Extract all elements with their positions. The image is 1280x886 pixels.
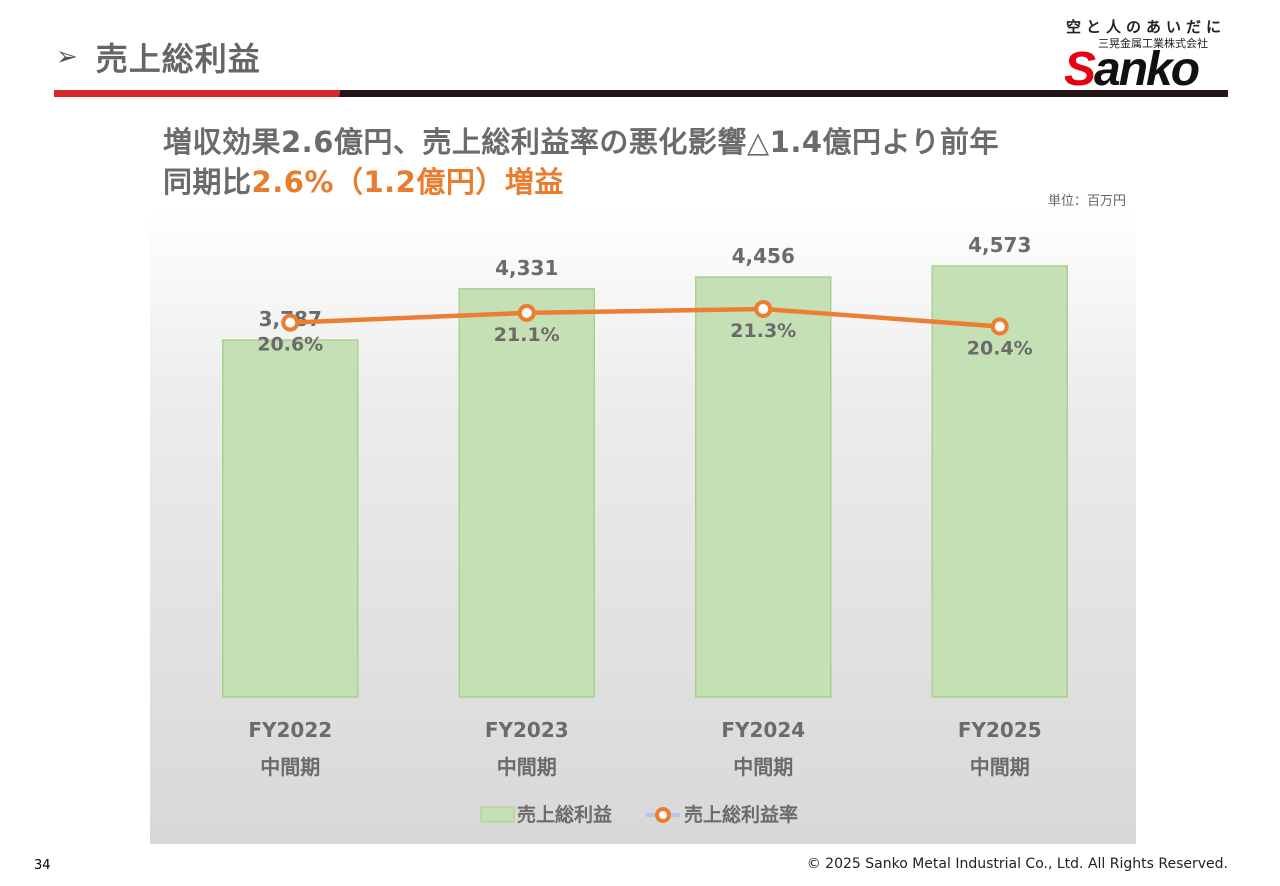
bar-value-label: 4,573 xyxy=(968,233,1031,257)
bar-fy2022 xyxy=(222,339,359,698)
x-tick-sublabel: 中間期 xyxy=(497,755,557,779)
legend-bar-label: 売上総利益 xyxy=(517,803,612,826)
bar-fy2025 xyxy=(931,265,1068,698)
company-logo: 空と人のあいだに 三晃金属工業株式会社 Sanko xyxy=(1062,16,1232,94)
bar-value-label: 4,331 xyxy=(495,256,558,280)
logo-wordmark-s: S xyxy=(1064,43,1096,96)
page-title: 売上総利益 xyxy=(95,40,261,78)
x-tick-label: FY2022 xyxy=(248,718,332,742)
rate-point-fy2024 xyxy=(754,300,773,318)
title-underline-accent xyxy=(54,90,364,97)
x-tick-sublabel: 中間期 xyxy=(733,755,793,779)
page-title-row: ➢ 売上総利益 xyxy=(56,34,261,80)
x-tick-sublabel: 中間期 xyxy=(970,755,1030,779)
legend-line-label: 売上総利益率 xyxy=(684,803,798,826)
rate-point-fy2022 xyxy=(281,313,300,332)
headline-line2-prefix: 同期比 xyxy=(163,165,252,199)
copyright: © 2025 Sanko Metal Industrial Co., Ltd. … xyxy=(806,856,1228,872)
logo-tagline: 空と人のあいだに xyxy=(1066,18,1227,36)
unit-label: 単位：百万円 xyxy=(1048,194,1127,209)
headline-line2: 同期比2.6%（1.2億円）増益 xyxy=(163,162,999,202)
legend-bar-swatch xyxy=(480,806,515,823)
bar-fy2024 xyxy=(695,276,832,698)
rate-value-label: 20.6% xyxy=(257,334,323,356)
logo-wordmark: Sanko xyxy=(1064,43,1200,96)
rate-value-label: 20.4% xyxy=(967,338,1033,360)
rate-point-fy2025 xyxy=(990,317,1009,336)
x-tick-label: FY2023 xyxy=(485,718,569,742)
rate-line xyxy=(290,306,1000,329)
chart-panel: 3,787FY2022中間期4,331FY2023中間期4,456FY2024中… xyxy=(150,207,1136,844)
x-tick-label: FY2025 xyxy=(958,718,1042,742)
x-tick-label: FY2024 xyxy=(721,718,805,742)
logo-company-name: 三晃金属工業株式会社 xyxy=(1098,37,1208,50)
headline: 増収効果2.6億円、売上総利益率の悪化影響△1.4億円より前年 同期比2.6%（… xyxy=(163,122,999,202)
page-number: 34 xyxy=(34,858,51,873)
headline-highlight: 2.6%（1.2億円）増益 xyxy=(251,165,564,199)
rate-point-fy2023 xyxy=(517,303,536,322)
legend-line-marker xyxy=(655,807,671,823)
rate-value-label: 21.3% xyxy=(730,320,796,342)
gross-profit-chart: 3,787FY2022中間期4,331FY2023中間期4,456FY2024中… xyxy=(222,233,1068,826)
x-tick-sublabel: 中間期 xyxy=(260,755,320,779)
title-underline xyxy=(54,90,1228,97)
bar-value-label: 4,456 xyxy=(732,244,795,268)
headline-line1: 増収効果2.6億円、売上総利益率の悪化影響△1.4億円より前年 xyxy=(163,125,999,159)
bar-fy2023 xyxy=(458,288,595,698)
title-arrow-icon: ➢ xyxy=(56,42,78,72)
rate-value-label: 21.1% xyxy=(494,324,560,346)
logo-wordmark-rest: anko xyxy=(1094,43,1200,96)
